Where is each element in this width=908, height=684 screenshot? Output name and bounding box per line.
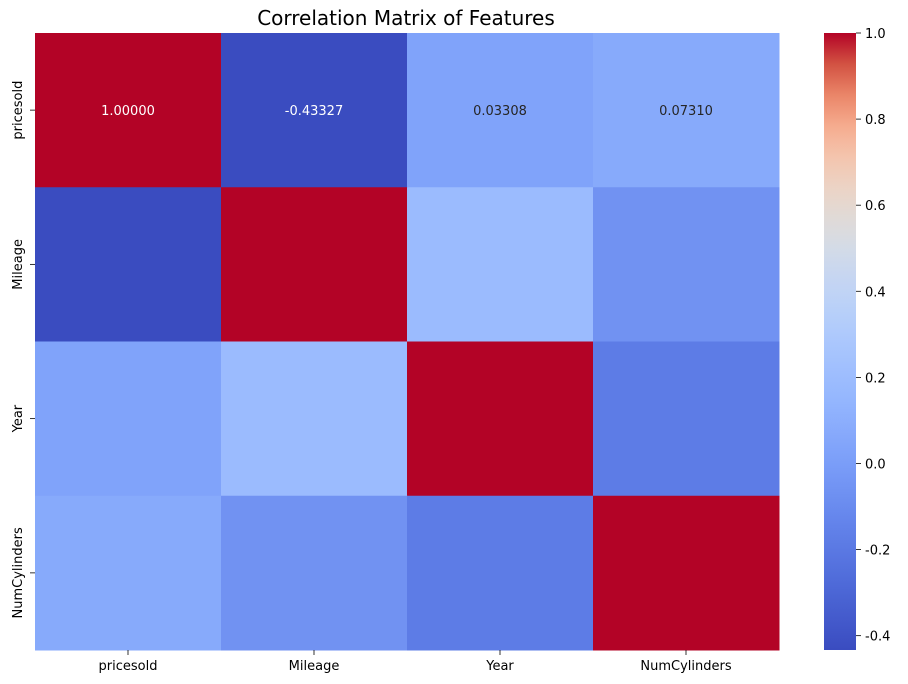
cell-label-0-0: 1.00000 — [101, 104, 155, 119]
heatmap-cell-0-1 — [221, 33, 408, 188]
colorbar: -0.4 -0.2 0.0 0.2 0.4 0.6 0.8 1.0 — [824, 27, 890, 650]
colorbar-gradient — [824, 33, 856, 650]
heatmap-cell-0-3 — [593, 33, 780, 188]
colorbar-tick-label-3: 0.2 — [865, 371, 886, 386]
y-tick-label-2: Year — [11, 404, 26, 433]
x-tick-label-2: Year — [485, 659, 514, 674]
y-axis: pricesold Mileage Year NumCylinders — [11, 81, 35, 618]
heatmap-cell-3-3 — [593, 495, 780, 651]
x-tick-label-1: Mileage — [289, 659, 340, 674]
cell-label-0-1: -0.43327 — [285, 104, 343, 119]
colorbar-tick-label-2: 0.0 — [865, 457, 886, 472]
heatmap-cells: 1.00000 -0.43327 0.03308 0.07310 — [35, 33, 780, 651]
x-axis: pricesold Mileage Year NumCylinders — [99, 650, 732, 674]
heatmap-cell-0-0 — [35, 33, 222, 188]
y-tick-label-1: Mileage — [11, 239, 26, 290]
x-tick-label-0: pricesold — [99, 659, 158, 674]
heatmap-cell-2-0 — [35, 341, 222, 497]
colorbar-tick-label-0: -0.4 — [865, 630, 890, 645]
cell-label-0-3: 0.07310 — [659, 104, 713, 119]
heatmap-cell-1-3 — [593, 187, 780, 342]
heatmap-cell-3-2 — [407, 495, 594, 651]
cell-label-0-2: 0.03308 — [473, 104, 527, 119]
heatmap-cell-1-0 — [35, 187, 222, 342]
colorbar-tick-label-4: 0.4 — [865, 285, 886, 300]
x-tick-label-3: NumCylinders — [640, 659, 731, 674]
heatmap-cell-2-3 — [593, 341, 780, 497]
y-tick-label-3: NumCylinders — [11, 527, 26, 618]
heatmap-cell-2-2 — [407, 341, 594, 497]
colorbar-tick-label-5: 0.6 — [865, 199, 886, 214]
heatmap-cell-0-2 — [407, 33, 594, 188]
heatmap-cell-3-0 — [35, 495, 222, 651]
heatmap-cell-3-1 — [221, 495, 408, 651]
heatmap-cell-2-1 — [221, 341, 408, 497]
y-tick-label-0: pricesold — [11, 81, 26, 140]
colorbar-tick-label-7: 1.0 — [865, 27, 886, 42]
colorbar-tick-label-6: 0.8 — [865, 113, 886, 128]
colorbar-tick-label-1: -0.2 — [865, 544, 890, 559]
heatmap-cell-1-2 — [407, 187, 594, 342]
heatmap-cell-1-1 — [221, 187, 408, 342]
chart-title: Correlation Matrix of Features — [257, 6, 555, 30]
